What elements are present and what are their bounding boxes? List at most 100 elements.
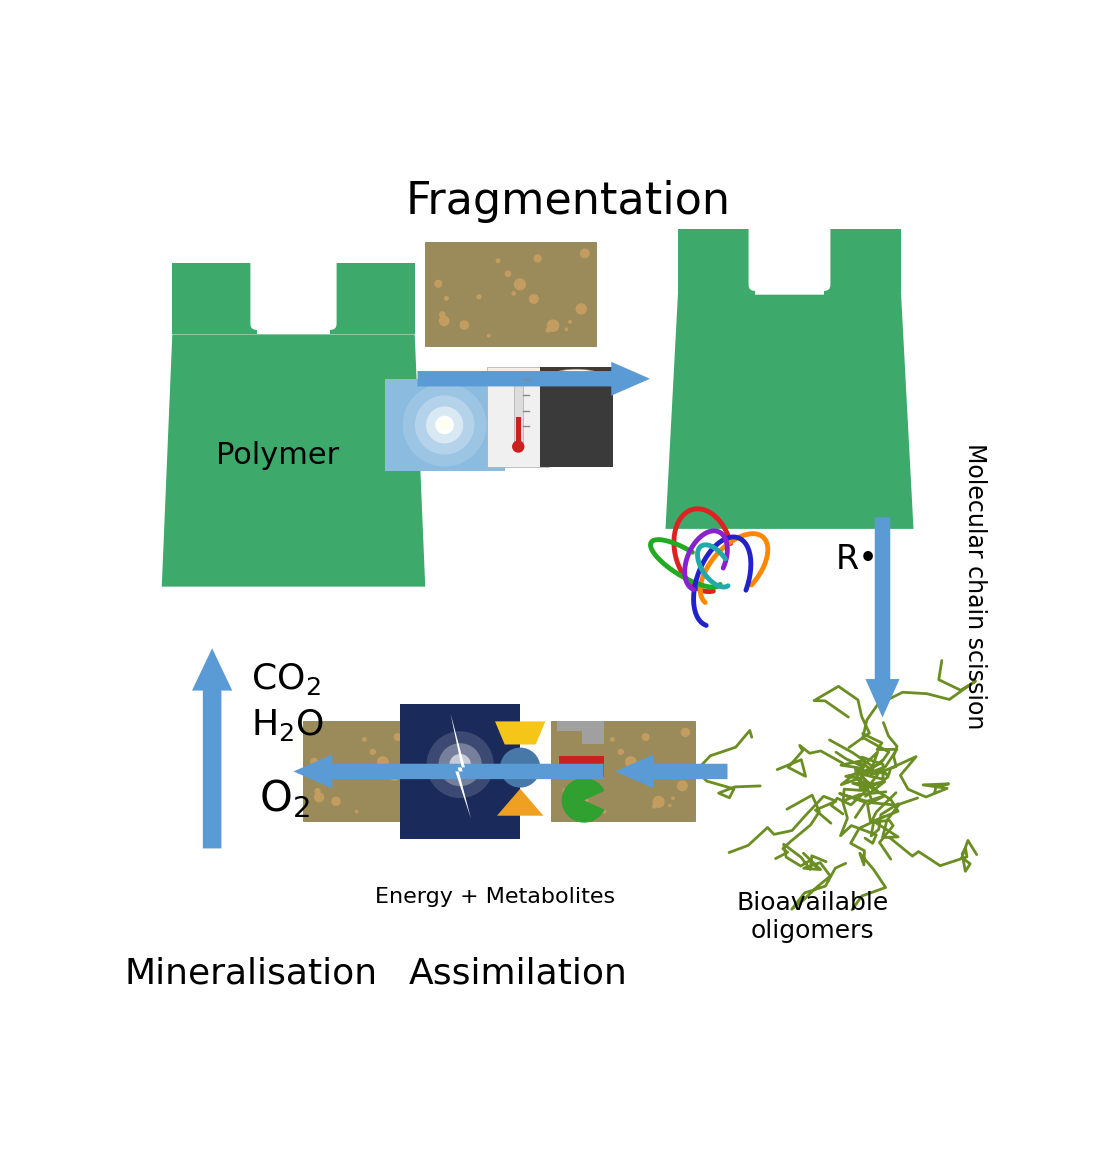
Polygon shape [496, 789, 543, 816]
Circle shape [617, 749, 624, 755]
Circle shape [393, 733, 402, 741]
Circle shape [514, 278, 526, 291]
Circle shape [370, 749, 376, 755]
Circle shape [512, 291, 516, 295]
Text: $\mathrm{CO_2}$: $\mathrm{CO_2}$ [250, 661, 320, 697]
FancyBboxPatch shape [749, 223, 830, 291]
Circle shape [677, 781, 688, 791]
Circle shape [434, 280, 442, 288]
Circle shape [439, 315, 450, 327]
Circle shape [500, 748, 541, 788]
Circle shape [653, 796, 665, 808]
Circle shape [486, 334, 491, 337]
Circle shape [314, 792, 325, 803]
Circle shape [439, 312, 445, 317]
Circle shape [331, 797, 340, 806]
Circle shape [680, 727, 690, 738]
Circle shape [625, 756, 637, 768]
Circle shape [319, 773, 324, 778]
Circle shape [579, 249, 589, 258]
Circle shape [439, 743, 482, 787]
Circle shape [414, 396, 474, 454]
Circle shape [603, 810, 606, 813]
Circle shape [427, 732, 494, 798]
Circle shape [504, 271, 511, 277]
Circle shape [639, 776, 643, 780]
Polygon shape [666, 294, 913, 529]
Circle shape [391, 776, 394, 780]
Circle shape [425, 406, 463, 443]
Circle shape [476, 294, 482, 300]
FancyBboxPatch shape [425, 242, 596, 345]
Wedge shape [562, 778, 605, 823]
Circle shape [668, 804, 671, 808]
Bar [488, 368, 550, 467]
Circle shape [566, 773, 572, 778]
Circle shape [403, 384, 486, 467]
Circle shape [495, 258, 501, 263]
Circle shape [310, 757, 318, 766]
Circle shape [377, 756, 389, 768]
Circle shape [362, 738, 367, 742]
Circle shape [432, 727, 442, 738]
Circle shape [512, 440, 524, 453]
Circle shape [420, 804, 423, 808]
Circle shape [439, 419, 450, 431]
Circle shape [533, 254, 542, 263]
Text: Polymer: Polymer [216, 441, 340, 470]
Bar [558, 756, 604, 777]
Polygon shape [557, 721, 604, 745]
Circle shape [315, 788, 320, 795]
Circle shape [429, 781, 440, 791]
Circle shape [546, 320, 560, 331]
Polygon shape [162, 335, 425, 587]
Circle shape [530, 299, 533, 303]
Circle shape [652, 804, 657, 809]
Circle shape [564, 328, 568, 331]
Circle shape [624, 769, 628, 773]
Text: $\mathrm{H_2O}$: $\mathrm{H_2O}$ [250, 707, 324, 743]
Text: R•: R• [837, 543, 879, 576]
Circle shape [460, 320, 469, 330]
Circle shape [642, 733, 649, 741]
Text: Molecular chain scission: Molecular chain scission [964, 443, 987, 729]
Circle shape [404, 796, 417, 808]
Circle shape [423, 796, 427, 801]
Circle shape [558, 757, 566, 766]
Ellipse shape [553, 369, 601, 382]
Circle shape [568, 320, 572, 323]
Polygon shape [451, 713, 471, 818]
Circle shape [404, 804, 409, 809]
Circle shape [390, 771, 399, 781]
Text: Mineralisation: Mineralisation [124, 956, 378, 991]
Polygon shape [418, 362, 650, 396]
Circle shape [611, 738, 615, 742]
Circle shape [562, 792, 572, 803]
Polygon shape [294, 755, 604, 789]
Bar [384, 379, 504, 471]
Text: Energy + Metabolites: Energy + Metabolites [375, 887, 615, 907]
Polygon shape [678, 229, 755, 294]
Circle shape [355, 810, 358, 813]
Circle shape [529, 294, 538, 303]
Text: $\mathrm{O_2}$: $\mathrm{O_2}$ [258, 777, 309, 820]
Circle shape [435, 415, 454, 434]
FancyBboxPatch shape [304, 721, 447, 822]
Circle shape [575, 303, 587, 315]
Bar [515, 418, 521, 442]
FancyBboxPatch shape [551, 721, 695, 822]
Bar [540, 368, 613, 467]
Circle shape [346, 771, 351, 777]
Text: Bioavailable
oligomers: Bioavailable oligomers [737, 890, 889, 943]
Circle shape [594, 771, 599, 777]
Polygon shape [495, 721, 545, 745]
Bar [514, 379, 523, 442]
Circle shape [638, 771, 647, 781]
Circle shape [671, 796, 675, 801]
Circle shape [444, 295, 449, 301]
Circle shape [563, 788, 568, 795]
Circle shape [545, 328, 551, 333]
Polygon shape [192, 648, 233, 848]
Polygon shape [824, 229, 901, 294]
Polygon shape [865, 517, 900, 718]
